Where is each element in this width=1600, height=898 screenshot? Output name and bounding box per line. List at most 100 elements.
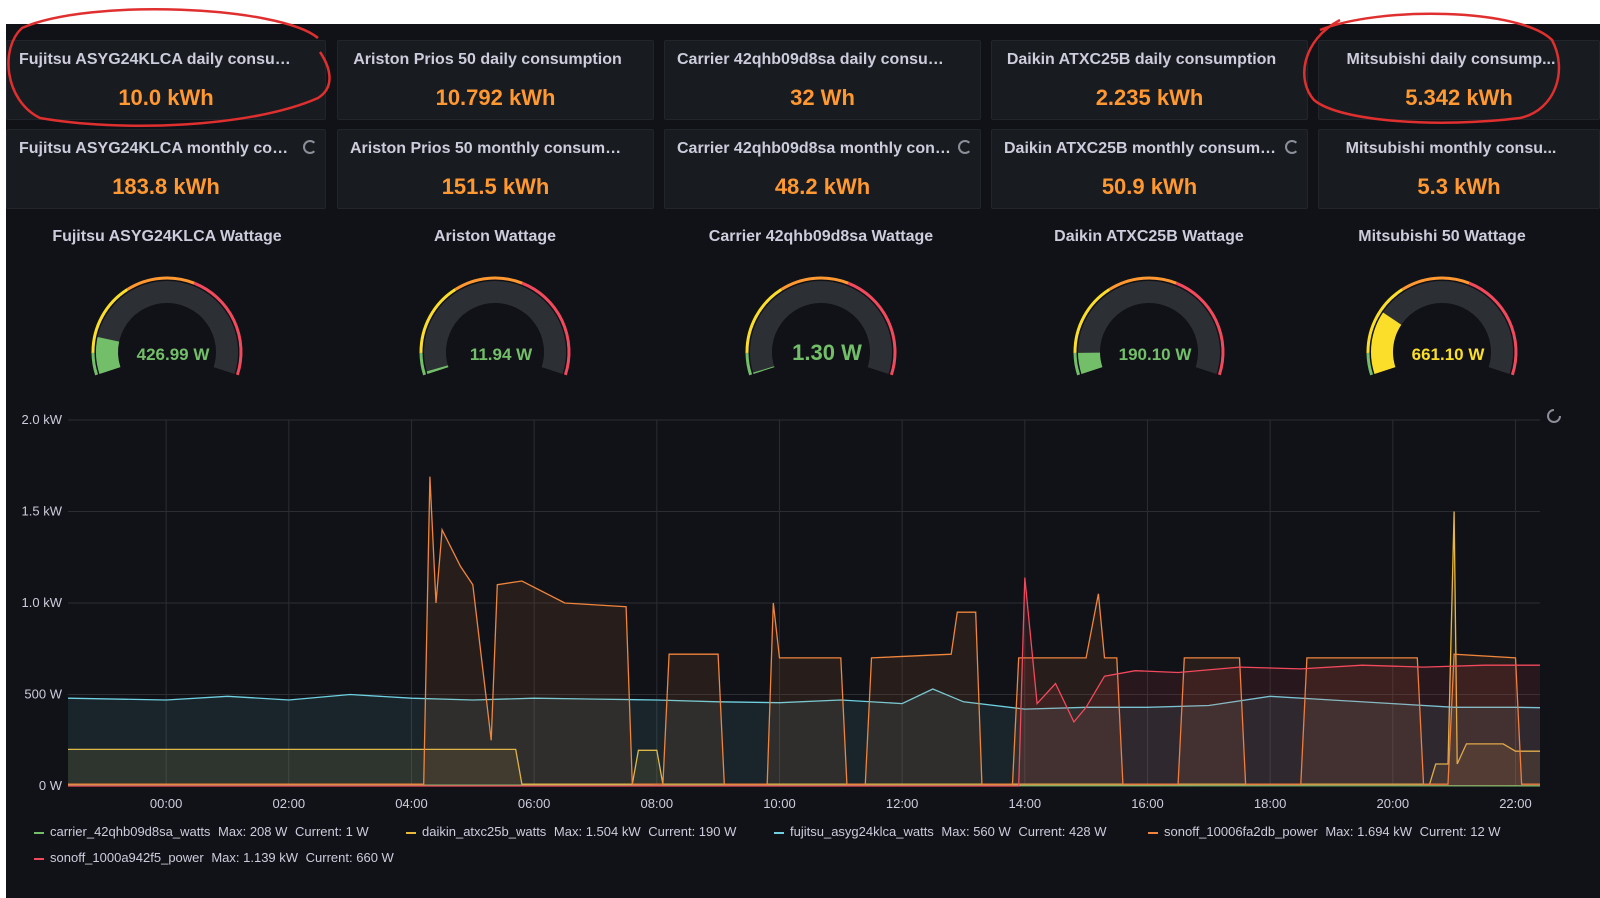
daily-stat-title: Fujitsu ASYG24KLCA daily consum... xyxy=(19,51,297,68)
gauge-threshold-band xyxy=(1073,288,1111,353)
gauge-fill xyxy=(1371,312,1402,374)
monthly-stat-panel-4[interactable]: Mitsubishi monthly consu... 5.3 kWh xyxy=(1318,129,1600,209)
gauge-threshold-band xyxy=(1073,352,1081,376)
monthly-stat-panel-1[interactable]: Ariston Prios 50 monthly consump... 151.5… xyxy=(337,129,654,209)
y-tick-label: 2.0 kW xyxy=(22,412,63,427)
y-tick-label: 1.0 kW xyxy=(22,595,63,610)
monthly-stat-panel-3[interactable]: Daikin ATXC25B monthly consump... 50.9 kW… xyxy=(991,129,1308,209)
legend-series-name: fujitsu_asyg24klca_watts xyxy=(790,824,934,839)
monthly-stat-title: Fujitsu ASYG24KLCA monthly cons... xyxy=(19,140,297,157)
legend-current: Current: 190 W xyxy=(644,824,737,839)
x-tick-label: 22:00 xyxy=(1499,796,1532,811)
daily-stat-value: 10.792 kWh xyxy=(435,85,556,110)
x-tick-label: 20:00 xyxy=(1377,796,1410,811)
daily-stat-panel-0[interactable]: Fujitsu ASYG24KLCA daily consum... 10.0 k… xyxy=(6,40,326,120)
legend-series-name: sonoff_1000a942f5_power xyxy=(50,850,204,865)
gauge-threshold-band xyxy=(126,276,195,291)
series-line-fujitsu_asyg24klca_watts xyxy=(67,688,1541,710)
gauge-fill xyxy=(1078,352,1103,374)
refresh-icon[interactable] xyxy=(303,140,317,154)
gauge-threshold-band xyxy=(454,276,523,291)
legend-swatch xyxy=(1148,831,1158,834)
power-timeseries-chart: 0 W 500 W 1.0 kW 1.5 kW 2.0 kW 00:00 02:00 04:0… xyxy=(22,409,1561,811)
legend-swatch xyxy=(406,831,416,834)
gauge-threshold-band xyxy=(419,288,457,353)
gauge-threshold-band xyxy=(521,281,571,376)
gauge-threshold-band xyxy=(847,281,897,376)
legend-current: Current: 1 W xyxy=(291,824,369,839)
daily-stat-panel-2[interactable]: Carrier 42qhb09d8sa daily consum... 32 Wh xyxy=(664,40,981,120)
gauge-track xyxy=(1078,281,1220,374)
x-tick-label: 12:00 xyxy=(886,796,919,811)
gauge-threshold-band xyxy=(419,352,427,376)
monthly-stat-value: 183.8 kWh xyxy=(112,174,220,199)
dashboard: Fujitsu ASYG24KLCA daily consum... 10.0 k… xyxy=(6,24,1600,898)
daily-stat-panel-1[interactable]: Ariston Prios 50 daily consumption 10.792… xyxy=(337,40,654,120)
legend-current: Current: 428 W xyxy=(1014,824,1107,839)
gauge-1: 11.94 W xyxy=(419,276,571,376)
monthly-stat-title: Ariston Prios 50 monthly consump... xyxy=(350,140,625,157)
daily-stat-title: Ariston Prios 50 daily consumption xyxy=(353,51,622,68)
monthly-stat-value: 151.5 kWh xyxy=(441,174,550,199)
daily-stat-panel-4[interactable]: Mitsubishi daily consump... 5.342 kWh xyxy=(1318,40,1600,120)
gauge-threshold-band xyxy=(1175,281,1225,376)
gauge-3: 190.10 W xyxy=(1073,276,1225,376)
y-tick-label: 500 W xyxy=(24,687,62,702)
gauge-value: 426.99 W xyxy=(137,345,211,364)
monthly-stat-value: 48.2 kWh xyxy=(774,174,871,199)
refresh-icon[interactable] xyxy=(1285,140,1299,154)
x-tick-label: 16:00 xyxy=(1131,796,1164,811)
gauge-value: 11.94 W xyxy=(470,345,533,364)
legend-max: Max: 1.694 kW xyxy=(1321,824,1413,839)
legend-max: Max: 1.504 kW xyxy=(550,824,641,839)
gauge-row: 426.99 W 11.94 W 1.30 W 190.10 W 661.10 W xyxy=(91,276,1518,376)
x-tick-label: 18:00 xyxy=(1254,796,1287,811)
x-tick-label: 08:00 xyxy=(641,796,674,811)
daily-stat-value: 2.235 kWh xyxy=(1095,85,1204,110)
daily-stat-value: 32 Wh xyxy=(790,85,855,110)
gauge-value: 1.30 W xyxy=(792,340,862,365)
gauge-value: 661.10 W xyxy=(1412,345,1486,364)
gauge-threshold-band xyxy=(91,288,129,353)
gauge-threshold-band xyxy=(1366,352,1374,376)
x-tick-label: 14:00 xyxy=(1009,796,1042,811)
y-tick-label: 0 W xyxy=(39,778,63,793)
x-tick-label: 10:00 xyxy=(763,796,796,811)
gauge-2: 1.30 W xyxy=(745,276,897,376)
gauge-threshold-band xyxy=(745,288,783,353)
x-tick-label: 04:00 xyxy=(395,796,428,811)
daily-stat-panel-3[interactable]: Daikin ATXC25B daily consumption 2.235 kW… xyxy=(991,40,1308,120)
monthly-stat-panel-2[interactable]: Carrier 42qhb09d8sa monthly cons... 48.2 … xyxy=(664,129,981,209)
legend-item-sonoff_10006fa2db_power[interactable]: sonoff_10006fa2db_power Max: 1.694 kW Cu… xyxy=(1148,824,1501,839)
x-tick-label: 06:00 xyxy=(518,796,551,811)
gauge-threshold-band xyxy=(1401,276,1470,291)
daily-stat-value: 5.342 kWh xyxy=(1405,85,1513,110)
gauge-title-1: Ariston Wattage xyxy=(433,228,557,245)
daily-stat-title: Carrier 42qhb09d8sa daily consum... xyxy=(677,51,952,68)
legend-item-fujitsu_asyg24klca_watts[interactable]: fujitsu_asyg24klca_watts Max: 560 W Curr… xyxy=(774,824,1107,839)
legend-current: Current: 660 W xyxy=(302,850,394,865)
monthly-stat-title: Carrier 42qhb09d8sa monthly cons... xyxy=(677,140,952,157)
legend-item-carrier_42qhb09d8sa_watts[interactable]: carrier_42qhb09d8sa_watts Max: 208 W Cur… xyxy=(34,824,369,839)
gauge-title-0: Fujitsu ASYG24KLCA Wattage xyxy=(52,228,282,245)
series-area-daikin_atxc25b_watts xyxy=(68,511,1540,786)
refresh-icon[interactable] xyxy=(958,140,972,154)
legend-current: Current: 12 W xyxy=(1416,824,1501,839)
daily-stat-title: Daikin ATXC25B daily consumption xyxy=(1006,51,1277,68)
x-tick-label: 00:00 xyxy=(150,796,183,811)
monthly-stat-panel-0[interactable]: Fujitsu ASYG24KLCA monthly cons... 183.8 … xyxy=(6,129,326,209)
gauge-track xyxy=(750,281,892,374)
gauge-threshold-band xyxy=(91,352,99,376)
legend-max: Max: 1.139 kW xyxy=(207,850,299,865)
monthly-stat-title: Mitsubishi monthly consu... xyxy=(1345,140,1557,157)
series-area-fujitsu_asyg24klca_watts xyxy=(68,689,1540,786)
gauge-title-2: Carrier 42qhb09d8sa Wattage xyxy=(708,228,934,245)
gauge-threshold-band xyxy=(745,352,753,376)
gauge-threshold-band xyxy=(1108,276,1177,291)
legend-item-sonoff_1000a942f5_power[interactable]: sonoff_1000a942f5_power Max: 1.139 kW Cu… xyxy=(34,850,394,865)
legend-series-name: carrier_42qhb09d8sa_watts xyxy=(50,824,211,839)
legend-item-daikin_atxc25b_watts[interactable]: daikin_atxc25b_watts Max: 1.504 kW Curre… xyxy=(406,824,736,839)
legend-swatch xyxy=(34,831,44,834)
gauge-fill xyxy=(96,336,121,374)
refresh-icon[interactable] xyxy=(1547,409,1561,423)
